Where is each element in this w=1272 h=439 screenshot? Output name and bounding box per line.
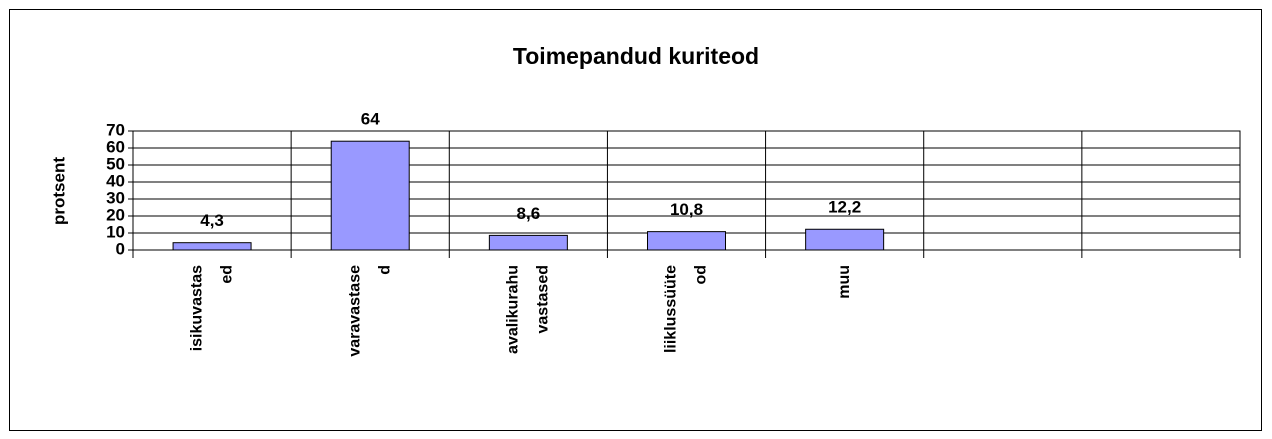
x-tick-label: od xyxy=(693,265,710,285)
x-tick-label: varavastase xyxy=(346,265,363,357)
y-tick-label: 10 xyxy=(106,222,125,241)
x-tick-label: ed xyxy=(218,265,235,284)
x-tick-label: liiklussüüte xyxy=(663,265,680,353)
x-tick-label: avalikurahu xyxy=(505,265,522,354)
plot-area xyxy=(132,130,1241,251)
bar xyxy=(805,228,885,251)
bar xyxy=(330,140,410,251)
data-label: 12,2 xyxy=(828,198,861,217)
y-tick-label: 60 xyxy=(106,137,125,156)
y-tick-label: 30 xyxy=(106,188,125,207)
bar xyxy=(488,234,568,251)
x-tick-label: vastased xyxy=(535,265,552,334)
bar xyxy=(172,242,252,251)
x-tick-label: d xyxy=(376,265,393,275)
x-tick-label: muu xyxy=(836,265,853,299)
y-tick-label: 70 xyxy=(106,120,125,139)
y-tick-label: 0 xyxy=(116,239,125,258)
y-tick-label: 20 xyxy=(106,205,125,224)
bar xyxy=(647,231,726,251)
y-tick-label: 50 xyxy=(106,154,125,173)
y-tick-label: 40 xyxy=(106,171,125,190)
data-label: 4,3 xyxy=(200,211,224,230)
data-label: 8,6 xyxy=(517,204,541,223)
data-label: 10,8 xyxy=(670,200,703,219)
data-label: 64 xyxy=(361,110,380,129)
x-tick-label: isikuvastas xyxy=(188,265,205,351)
chart-title: Toimepandud kuriteod xyxy=(513,43,759,69)
y-axis-label: protsent xyxy=(49,157,68,225)
